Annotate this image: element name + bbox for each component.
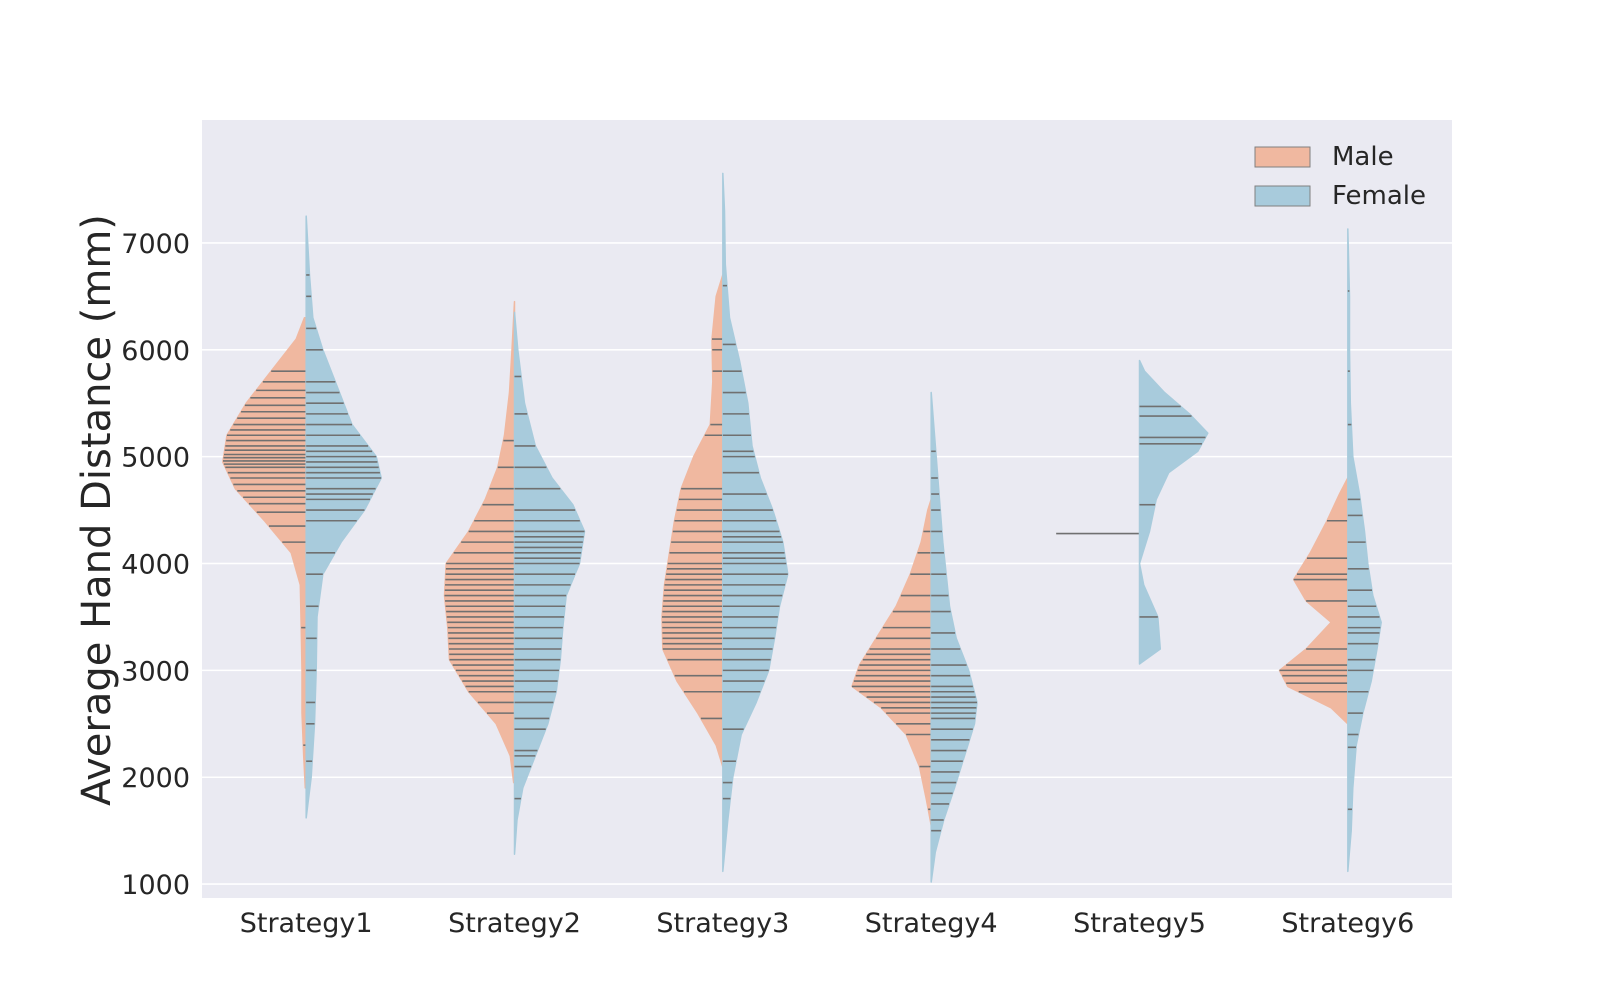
x-tick-label: Strategy4 [865, 908, 998, 939]
violin-female-strategy3 [722, 172, 789, 873]
violin-male-strategy2 [443, 300, 516, 784]
x-tick-label: Strategy6 [1281, 908, 1414, 939]
violin-body [1347, 228, 1382, 873]
y-tick-label: 4000 [121, 550, 190, 581]
y-tick-label: 5000 [121, 443, 190, 474]
violin-body [930, 391, 978, 883]
y-tick-label: 6000 [121, 336, 190, 367]
y-axis-title: Average Hand Distance (mm) [74, 214, 120, 806]
y-tick-labels: 1000 2000 3000 4000 5000 6000 7000 [121, 229, 190, 901]
violin-female-strategy6 [1347, 228, 1382, 873]
x-tick-labels: Strategy1 Strategy2 Strategy3 Strategy4 Stra… [240, 908, 1415, 939]
violin-male-strategy4 [851, 498, 932, 827]
legend-label-male: Male [1332, 142, 1394, 172]
violin-female-strategy1 [305, 215, 382, 819]
violin-male-strategy1 [222, 316, 307, 789]
x-tick-label: Strategy3 [656, 908, 789, 939]
violin-female-strategy2 [513, 311, 586, 855]
violin-body [722, 172, 789, 873]
y-tick-label: 7000 [121, 229, 190, 260]
x-tick-label: Strategy2 [448, 908, 581, 939]
legend-swatch-male [1254, 146, 1311, 168]
legend-swatch-female [1254, 185, 1311, 207]
plot-background [202, 120, 1452, 898]
x-tick-label: Strategy1 [240, 908, 373, 939]
violin-body [1138, 359, 1209, 665]
legend: Male Female [1254, 142, 1426, 211]
y-tick-label: 3000 [121, 656, 190, 687]
violins [222, 172, 1382, 883]
violin-female-strategy5 [1138, 359, 1209, 665]
violin-female-strategy4 [930, 391, 978, 883]
y-tick-label: 1000 [121, 870, 190, 901]
gridlines [202, 242, 1452, 885]
violin-male-strategy3 [661, 274, 724, 768]
violin-male-strategy6 [1278, 477, 1349, 725]
x-tick-label: Strategy5 [1073, 908, 1206, 939]
y-tick-label: 2000 [121, 763, 190, 794]
legend-label-female: Female [1332, 181, 1426, 211]
violin-body [851, 498, 932, 827]
